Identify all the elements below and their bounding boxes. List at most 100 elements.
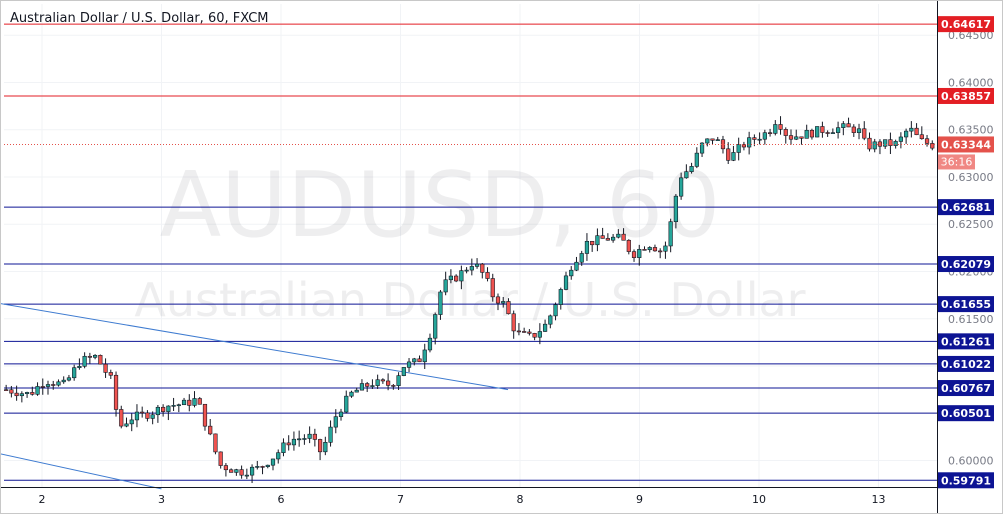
candle-body [213, 433, 218, 453]
candle-body [56, 381, 61, 386]
support-level-tag [938, 405, 994, 422]
candle-body [82, 355, 87, 367]
candle-body [888, 139, 893, 146]
candle-body [265, 464, 270, 467]
candle-body [187, 399, 192, 406]
candle-body [181, 399, 187, 406]
candle-body [375, 379, 380, 386]
x-tick-label: 9 [636, 493, 643, 506]
candle-body [72, 367, 77, 379]
candle-body [605, 238, 610, 241]
countdown-label: 36:16 [941, 155, 973, 168]
support-level-label: 0.61655 [941, 298, 991, 311]
candle-body [595, 235, 600, 246]
candle-body [867, 137, 872, 150]
candle-body [349, 391, 354, 397]
candle-body [108, 372, 113, 376]
y-tick-label: 0.64500 [948, 29, 994, 42]
candle-body [244, 474, 249, 477]
candle-body [333, 416, 338, 428]
candle-body [747, 137, 752, 148]
candle-body [825, 132, 830, 134]
candle-body [218, 451, 223, 466]
candle-body [924, 138, 930, 144]
candle-body [323, 442, 328, 453]
candle-body [710, 138, 715, 141]
x-tick-label: 8 [517, 493, 524, 506]
support-level-tag [938, 333, 994, 350]
candle-body [794, 136, 799, 140]
candle-body [14, 392, 19, 397]
support-level-tag [938, 380, 994, 397]
candle-body [877, 141, 883, 147]
resistance-level-tag [938, 16, 994, 33]
candle-body [856, 128, 862, 133]
candle-body [527, 331, 532, 334]
candle-body [919, 134, 924, 140]
candle-body [699, 142, 705, 154]
candle-body [312, 433, 317, 440]
candle-body [741, 144, 747, 148]
watermark-layer: AUDUSD, 60 Australian Dollar / U.S. Doll… [134, 153, 805, 327]
support-level-label: 0.61261 [941, 335, 991, 348]
candle-body [689, 166, 694, 172]
candle-body [804, 129, 809, 139]
candle-body [317, 439, 323, 453]
candle-body [626, 239, 631, 252]
candle-body [229, 469, 234, 473]
candle-body [904, 130, 909, 138]
candle-body [642, 249, 647, 251]
candle-body [862, 128, 867, 139]
candle-body [270, 458, 276, 466]
current-price-tag [938, 136, 994, 153]
candle-body [87, 355, 92, 358]
candle-body [846, 123, 851, 128]
support-level-label: 0.60767 [941, 382, 991, 395]
watermark-symbol: AUDUSD, 60 [160, 153, 721, 258]
trend-layer [0, 303, 509, 490]
candle-body [297, 438, 302, 441]
candle-body [579, 253, 584, 263]
candle-body [522, 331, 527, 333]
candle-body [600, 235, 605, 239]
support-level-tag [938, 256, 994, 273]
candle-body [354, 389, 359, 393]
candle-body [558, 289, 563, 305]
support-level-label: 0.61022 [941, 358, 991, 371]
candle-body [851, 126, 856, 133]
candle-body [773, 124, 778, 134]
x-tick-label: 13 [872, 493, 886, 506]
candle-body [778, 124, 783, 130]
candle-body [302, 438, 307, 440]
candle-body [380, 379, 385, 382]
candle-body [24, 392, 30, 394]
candle-body [208, 425, 213, 435]
candle-body [286, 442, 291, 446]
candle-body [307, 433, 312, 439]
candle-body [548, 315, 553, 325]
candle-body [124, 423, 129, 427]
x-tick-label: 10 [752, 493, 766, 506]
candle-body [155, 406, 160, 416]
candle-body [914, 127, 919, 136]
candle-body [930, 143, 935, 149]
candle-layer [4, 116, 935, 484]
candle-body [726, 148, 731, 161]
candle-body [119, 409, 124, 427]
candle-body [631, 251, 637, 258]
label-layer: 0.64617 0.63857 0.62681 0.62079 0.61655 0.612… [938, 16, 994, 489]
candle-body [454, 275, 459, 282]
candle-body [694, 152, 699, 167]
candle-body [684, 171, 689, 179]
candle-body [140, 411, 145, 414]
y-tick-label: 0.61500 [948, 313, 994, 326]
candle-body [647, 247, 652, 251]
candle-body [51, 384, 56, 386]
candle-body [501, 301, 506, 304]
candle-body [249, 466, 255, 476]
candle-body [134, 411, 140, 421]
candle-body [427, 337, 433, 351]
